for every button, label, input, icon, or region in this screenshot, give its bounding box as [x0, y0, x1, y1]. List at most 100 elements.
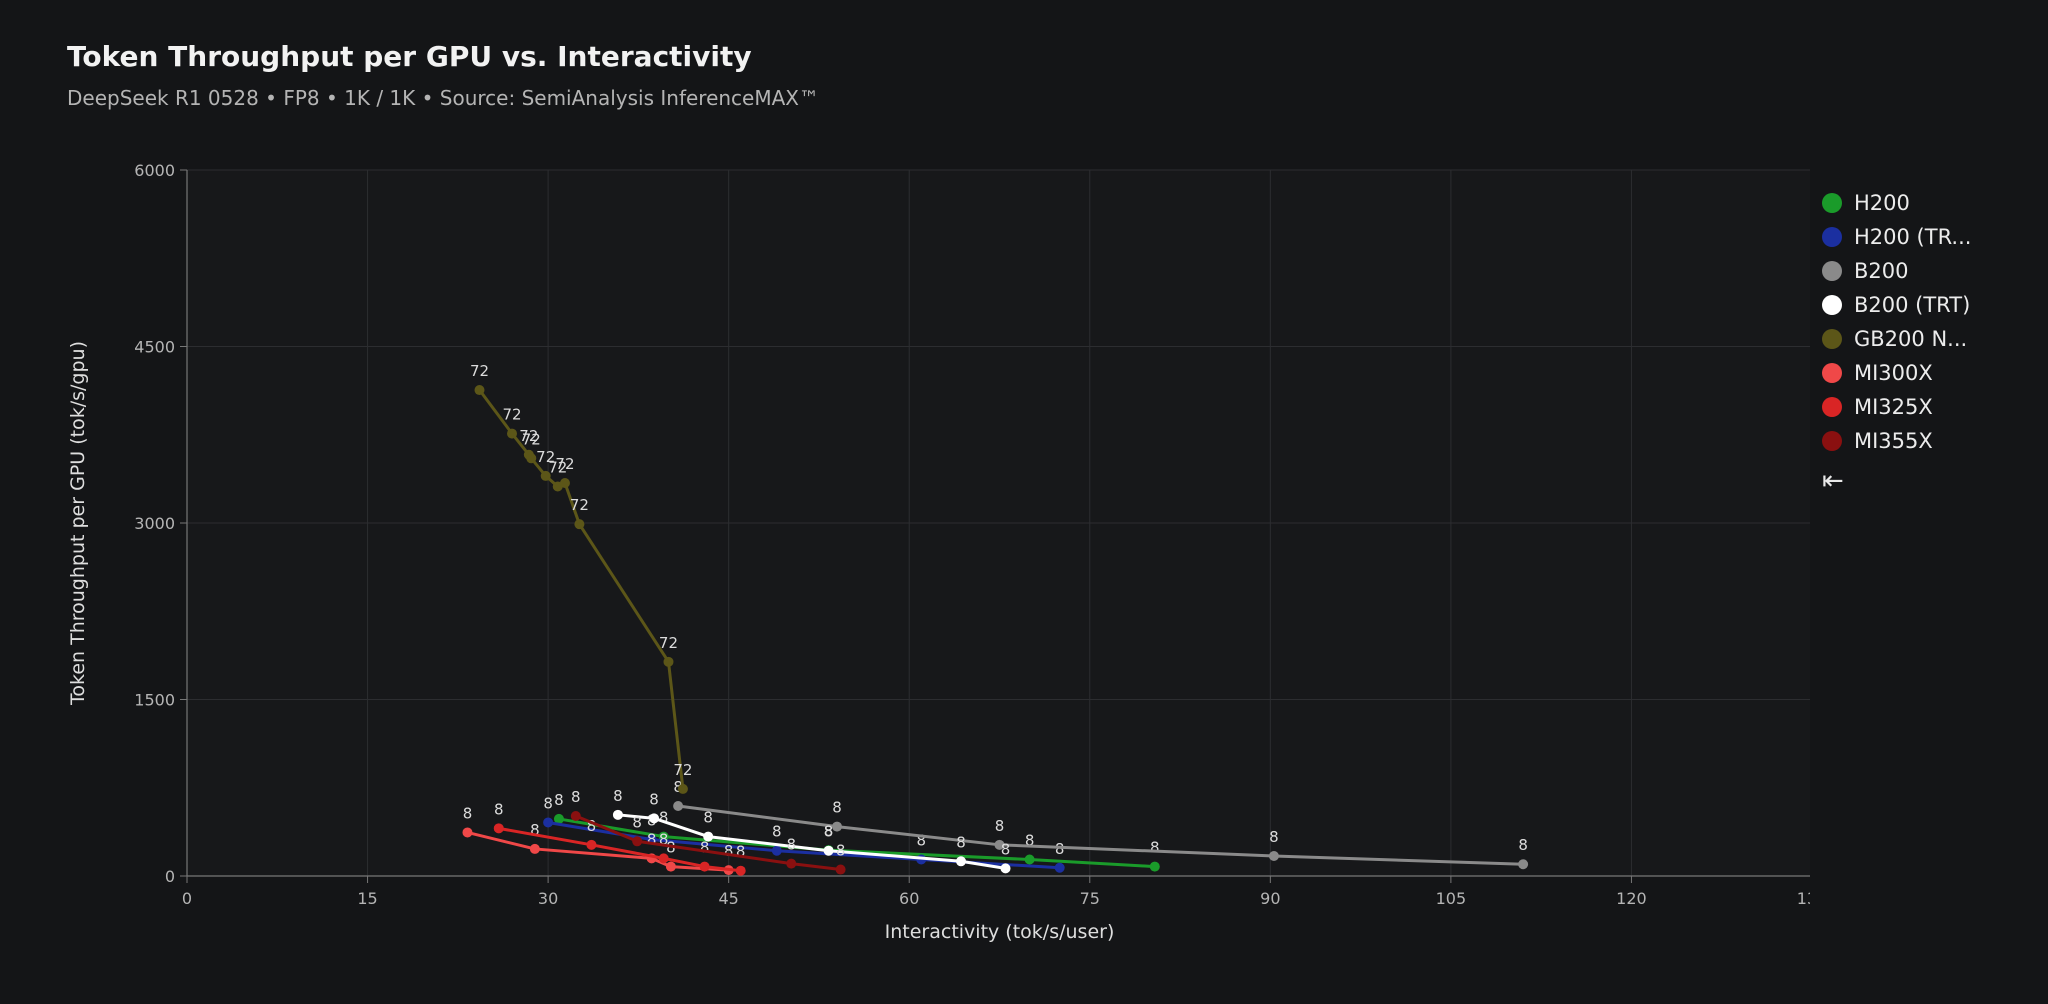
- data-point[interactable]: [1024, 854, 1035, 865]
- legend-item[interactable]: H200: [1822, 186, 2048, 220]
- data-label: 72: [570, 496, 589, 514]
- data-point[interactable]: [1149, 861, 1160, 872]
- legend-item[interactable]: MI300X: [1822, 356, 2048, 390]
- data-point[interactable]: [543, 817, 554, 828]
- data-point[interactable]: [540, 470, 551, 481]
- legend: H200 H200 (TR... B200 B200 (TRT) GB200 N... M…: [1822, 186, 2048, 458]
- data-point[interactable]: [673, 800, 684, 811]
- data-label: 8: [494, 800, 504, 818]
- data-point[interactable]: [559, 477, 570, 488]
- data-label: 8: [824, 823, 834, 841]
- data-point[interactable]: [663, 656, 674, 667]
- legend-item[interactable]: MI355X: [1822, 424, 2048, 458]
- data-label: 8: [1518, 836, 1528, 854]
- data-label: 8: [587, 817, 597, 835]
- data-point[interactable]: [1000, 863, 1011, 874]
- y-tick-label: 0: [165, 867, 175, 886]
- data-point[interactable]: [649, 813, 660, 824]
- data-point[interactable]: [658, 853, 669, 864]
- data-label: 72: [522, 430, 541, 448]
- legend-label: GB200 N...: [1854, 327, 1968, 351]
- data-point[interactable]: [462, 827, 473, 838]
- legend-item[interactable]: B200: [1822, 254, 2048, 288]
- legend-label: MI355X: [1854, 429, 1933, 453]
- legend-item[interactable]: B200 (TRT): [1822, 288, 2048, 322]
- data-label: 8: [700, 839, 710, 857]
- legend-swatch: [1822, 227, 1842, 247]
- data-label: 8: [916, 832, 926, 850]
- data-label: 8: [571, 788, 581, 806]
- data-point[interactable]: [529, 843, 540, 854]
- x-tick-label: 60: [899, 889, 919, 908]
- data-point[interactable]: [1054, 862, 1065, 873]
- data-point[interactable]: [553, 813, 564, 824]
- legend-swatch: [1822, 193, 1842, 213]
- data-point[interactable]: [703, 831, 714, 842]
- data-label: 72: [548, 459, 567, 477]
- x-tick-label: 15: [357, 889, 377, 908]
- chart-subtitle: DeepSeek R1 0528 • FP8 • 1K / 1K • Sourc…: [67, 86, 819, 110]
- legend-label: MI300X: [1854, 361, 1933, 385]
- data-point[interactable]: [677, 783, 688, 794]
- collapse-left-icon[interactable]: ⇤: [1822, 466, 1844, 496]
- data-point[interactable]: [832, 821, 842, 832]
- data-point[interactable]: [474, 385, 485, 396]
- chart-title: Token Throughput per GPU vs. Interactivi…: [67, 40, 752, 73]
- data-label: 8: [703, 809, 713, 827]
- y-axis-label: Token Throughput per GPU (tok/s/gpu): [67, 341, 89, 706]
- data-point[interactable]: [735, 865, 746, 876]
- chart-area: 0 15 30 45 60 75 90 105 120 135 0 1500 3000 4500 6000 I…: [67, 161, 1810, 943]
- data-point[interactable]: [771, 845, 782, 856]
- data-label: 8: [786, 836, 796, 854]
- data-point[interactable]: [955, 856, 966, 867]
- legend-label: MI325X: [1854, 395, 1933, 419]
- legend-item[interactable]: H200 (TR...: [1822, 220, 2048, 254]
- data-point[interactable]: [632, 836, 643, 847]
- data-point[interactable]: [586, 839, 597, 850]
- legend-swatch: [1822, 431, 1842, 451]
- x-tick-label: 45: [718, 889, 738, 908]
- x-tick-label: 0: [182, 889, 192, 908]
- data-point[interactable]: [570, 810, 581, 821]
- data-point[interactable]: [493, 823, 504, 834]
- y-tick-label: 6000: [134, 161, 175, 180]
- series-line-b200-trt-: [617, 813, 1006, 870]
- data-label: 8: [1025, 832, 1035, 850]
- data-label: 72: [502, 406, 521, 424]
- data-label: 8: [659, 830, 669, 848]
- data-point[interactable]: [1518, 859, 1529, 870]
- data-point[interactable]: [574, 519, 585, 530]
- data-point[interactable]: [699, 861, 710, 872]
- data-point[interactable]: [612, 809, 623, 820]
- data-label: 8: [543, 794, 553, 812]
- data-point[interactable]: [507, 428, 517, 439]
- data-point[interactable]: [1268, 850, 1279, 861]
- data-label: 8: [554, 791, 564, 809]
- data-label: 8: [632, 813, 642, 831]
- legend-swatch: [1822, 397, 1842, 417]
- data-point[interactable]: [835, 864, 846, 875]
- data-label: 8: [1269, 828, 1279, 846]
- y-tick-label: 4500: [134, 338, 175, 357]
- y-tick-label: 1500: [134, 691, 175, 710]
- x-tick-label: 30: [538, 889, 558, 908]
- legend-label: B200 (TRT): [1854, 293, 1971, 317]
- legend-item[interactable]: MI325X: [1822, 390, 2048, 424]
- data-point[interactable]: [823, 845, 834, 856]
- data-label: 72: [555, 455, 574, 473]
- data-label: 72: [470, 362, 489, 380]
- data-point[interactable]: [665, 861, 676, 872]
- data-label: 8: [1001, 840, 1011, 858]
- series-line-gb200-nvl72: [478, 389, 685, 790]
- legend-swatch: [1822, 261, 1842, 281]
- legend-item[interactable]: GB200 N...: [1822, 322, 2048, 356]
- data-label: 72: [536, 448, 555, 466]
- legend-label: H200: [1854, 191, 1910, 215]
- legend-swatch: [1822, 363, 1842, 383]
- x-tick-label: 90: [1260, 889, 1280, 908]
- data-point[interactable]: [994, 839, 1005, 850]
- data-point[interactable]: [786, 858, 797, 869]
- data-point[interactable]: [526, 453, 537, 464]
- legend-label: H200 (TR...: [1854, 225, 1972, 249]
- x-tick-label: 105: [1436, 889, 1467, 908]
